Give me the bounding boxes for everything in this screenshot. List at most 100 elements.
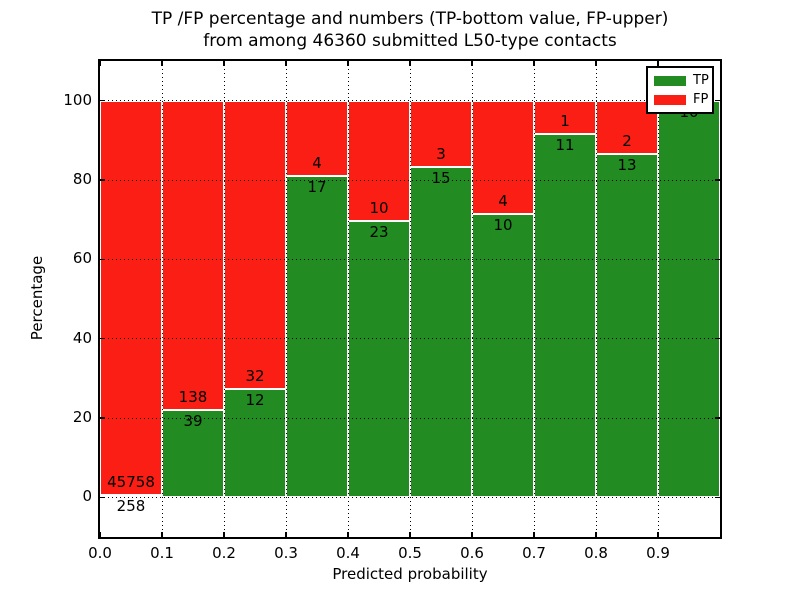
axis-tick — [657, 532, 659, 537]
legend-entry-tp: TP — [654, 73, 709, 88]
fp-count-label: 4 — [498, 192, 508, 210]
tp-color-swatch-icon — [654, 75, 686, 86]
tp-count-label: 10 — [493, 216, 513, 234]
horizontal-gridline — [100, 417, 720, 419]
vertical-gridline — [409, 61, 411, 537]
axis-tick — [347, 532, 349, 537]
x-tick-label: 0.5 — [398, 544, 422, 562]
y-tick-label: 0 — [82, 487, 92, 506]
vertical-gridline — [595, 61, 597, 537]
tp-bar-segment — [286, 176, 348, 498]
y-axis-label: Percentage — [28, 255, 46, 341]
axis-tick — [595, 532, 597, 537]
axis-tick — [715, 99, 720, 102]
axis-tick — [595, 61, 597, 66]
fp-count-label: 3 — [436, 144, 446, 163]
axis-tick — [533, 61, 535, 66]
axis-tick — [223, 532, 225, 537]
plot-area: 457582581383932124171023315410111213010 — [98, 59, 722, 539]
axis-tick — [347, 61, 349, 66]
fp-bar-segment — [410, 100, 472, 167]
axis-tick — [657, 61, 659, 66]
x-tick-label: 0.6 — [460, 544, 484, 562]
axis-tick — [471, 532, 473, 537]
fp-count-label: 1 — [560, 111, 570, 130]
tp-count-label: 13 — [617, 155, 637, 174]
axis-tick — [285, 61, 287, 66]
horizontal-gridline — [100, 496, 720, 498]
vertical-gridline — [533, 61, 535, 537]
tp-bar-segment — [224, 389, 286, 498]
legend-entry-fp: FP — [654, 92, 709, 107]
legend-label-fp: FP — [693, 92, 709, 107]
vertical-gridline — [223, 61, 225, 537]
tp-count-label: 258 — [116, 497, 146, 516]
axis-tick — [715, 417, 720, 419]
axis-tick — [100, 337, 105, 340]
axis-tick — [715, 179, 720, 181]
x-tick-label: 0.3 — [274, 544, 298, 562]
axis-tick — [715, 258, 720, 261]
fp-bar-segment — [100, 100, 162, 496]
chart-title-line2: from among 46360 submitted L50-type cont… — [203, 31, 617, 51]
tp-bar-segment — [596, 153, 658, 498]
horizontal-gridline — [100, 258, 720, 260]
horizontal-gridline — [100, 100, 720, 102]
fp-bar-segment — [162, 100, 224, 410]
vertical-gridline — [347, 61, 349, 537]
y-tick-label: 20 — [72, 408, 92, 426]
axis-tick — [715, 337, 720, 340]
x-tick-label: 0.9 — [646, 544, 670, 562]
vertical-gridline — [285, 61, 287, 537]
tp-count-label: 39 — [183, 411, 203, 430]
tp-count-label: 17 — [307, 178, 327, 197]
fp-count-label: 45758 — [107, 473, 155, 492]
axis-tick — [223, 61, 225, 66]
axis-tick — [471, 61, 473, 66]
x-axis-label: Predicted probability — [332, 565, 488, 583]
axis-tick — [100, 417, 105, 419]
tp-count-label: 12 — [245, 391, 265, 410]
tp-bar-segment — [410, 166, 472, 498]
fp-count-label: 10 — [369, 198, 389, 217]
tp-bar-segment — [348, 220, 410, 498]
vertical-gridline — [161, 61, 163, 537]
vertical-gridline — [471, 61, 473, 537]
axis-tick — [161, 532, 163, 537]
axis-tick — [409, 61, 411, 66]
legend: TP FP — [646, 66, 714, 114]
axis-tick — [715, 496, 720, 499]
fp-count-label: 138 — [178, 387, 208, 406]
legend-label-tp: TP — [693, 73, 709, 88]
axis-tick — [100, 258, 105, 261]
axis-tick — [100, 179, 105, 181]
tp-count-label: 23 — [369, 222, 389, 241]
axis-tick — [99, 532, 101, 537]
x-tick-label: 0.1 — [150, 544, 174, 562]
y-tick-label: 60 — [72, 249, 92, 268]
fp-count-label: 32 — [245, 367, 265, 386]
fp-count-label: 2 — [622, 131, 632, 150]
tp-bar-segment — [472, 214, 534, 498]
fp-count-label: 4 — [312, 154, 322, 173]
chart-title-line1: TP /FP percentage and numbers (TP-bottom… — [151, 9, 669, 29]
horizontal-gridline — [100, 338, 720, 340]
fp-bar-segment — [224, 100, 286, 390]
x-tick-label: 0.4 — [336, 544, 360, 562]
tp-bar-segment — [534, 133, 596, 498]
fp-color-swatch-icon — [654, 94, 686, 105]
y-tick-label: 100 — [63, 90, 92, 109]
axis-tick — [161, 61, 163, 66]
tp-bar-segment — [658, 100, 720, 498]
x-tick-label: 0.8 — [584, 544, 608, 562]
axis-tick — [285, 532, 287, 537]
y-tick-label: 40 — [72, 328, 92, 347]
fp-bar-segment — [472, 100, 534, 214]
fp-bar-segment — [534, 100, 596, 134]
tp-count-label: 15 — [431, 168, 451, 187]
x-tick-label: 0.0 — [88, 544, 112, 562]
x-tick-label: 0.7 — [522, 544, 546, 562]
axis-tick — [100, 496, 105, 499]
axis-tick — [99, 61, 101, 66]
